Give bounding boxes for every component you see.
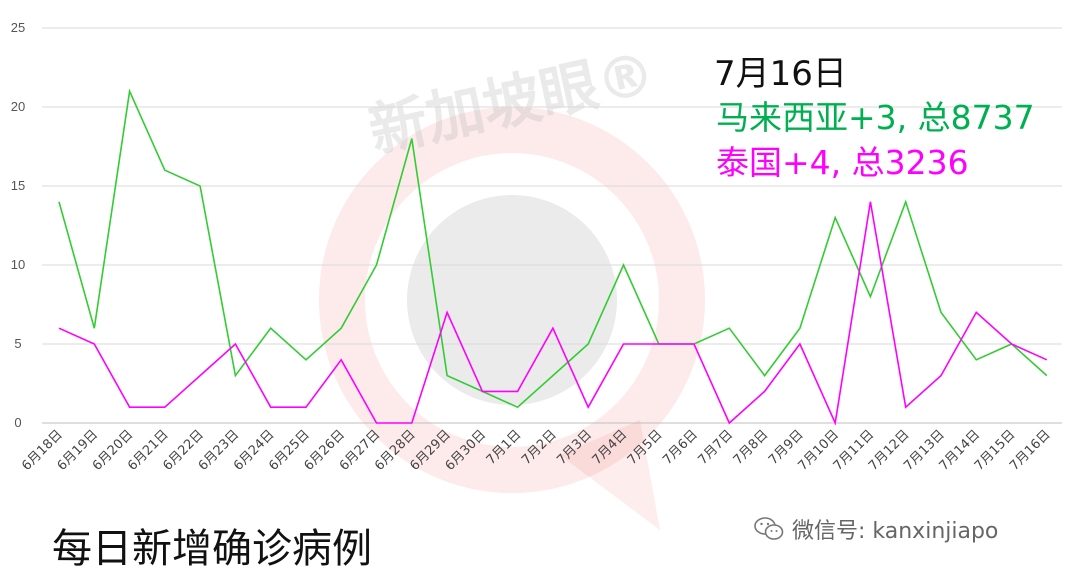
x-tick-label: 7月5日 [625,427,666,468]
x-tick-label: 7月3日 [554,427,595,468]
x-tick-label: 7月4日 [590,427,631,468]
x-tick-label: 7月8日 [731,427,772,468]
annotation-thailand: 泰国+4, 总3236 [716,143,969,182]
x-tick-label: 7月7日 [695,427,736,468]
wechat-id: 微信号: kanxinjiapo [754,513,998,545]
watermark-ring [319,107,705,493]
annotation-malaysia: 马来西亚+3, 总8737 [716,98,1035,137]
y-tick-label: 5 [14,336,21,351]
watermark-tail [560,420,660,530]
chart-caption: 每日新增确诊病例 [52,526,372,572]
annotation-date: 7月16日 [714,54,847,94]
y-tick-label: 0 [14,415,21,430]
y-tick-label: 10 [11,257,25,272]
wechat-text: 微信号: kanxinjiapo [792,519,999,544]
x-tick-label: 7月2日 [519,427,560,468]
wechat-icon [754,517,784,540]
y-tick-label: 20 [11,99,25,114]
y-tick-label: 25 [11,20,25,35]
y-tick-label: 15 [11,178,25,193]
x-tick-label: 7月6日 [660,427,701,468]
x-tick-label: 7月1日 [484,427,525,468]
series-line-1 [58,88,1048,409]
series-line-2 [58,201,1048,426]
